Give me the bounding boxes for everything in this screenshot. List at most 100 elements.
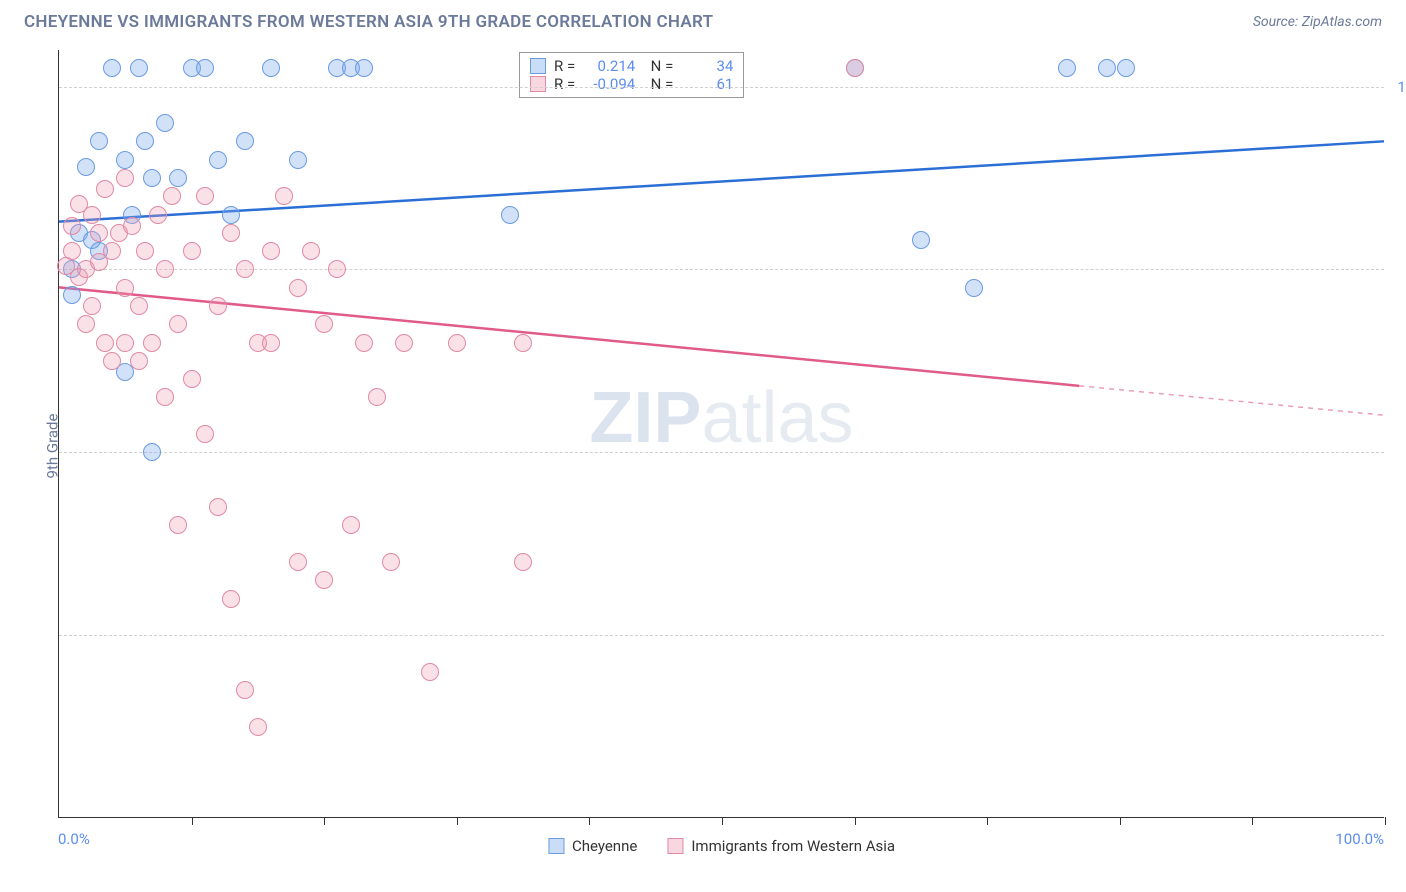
data-point <box>222 206 240 224</box>
n-value: 61 <box>681 75 733 93</box>
data-point <box>1098 59 1116 77</box>
gridline <box>59 269 1384 270</box>
data-point <box>196 59 214 77</box>
data-point <box>183 242 201 260</box>
data-point <box>355 59 373 77</box>
series-name: Cheyenne <box>572 837 637 855</box>
data-point <box>236 132 254 150</box>
series-legend: Cheyenne Immigrants from Western Asia <box>548 837 895 855</box>
data-point <box>355 334 373 352</box>
n-label: N = <box>643 75 673 93</box>
x-tick <box>722 817 723 825</box>
data-point <box>846 59 864 77</box>
gridline <box>59 87 1384 88</box>
data-point <box>382 553 400 571</box>
trend-lines <box>59 50 1384 817</box>
data-point <box>236 681 254 699</box>
data-point <box>83 297 101 315</box>
data-point <box>90 224 108 242</box>
data-point <box>63 217 81 235</box>
data-point <box>368 388 386 406</box>
data-point <box>103 59 121 77</box>
data-point <box>169 315 187 333</box>
r-label: R = <box>554 57 575 75</box>
x-tick <box>1252 817 1253 825</box>
data-point <box>965 279 983 297</box>
data-point <box>116 334 134 352</box>
legend-item: Cheyenne <box>548 837 637 855</box>
data-point <box>169 516 187 534</box>
data-point <box>196 425 214 443</box>
data-point <box>130 59 148 77</box>
data-point <box>514 553 532 571</box>
x-tick <box>1120 817 1121 825</box>
data-point <box>156 114 174 132</box>
data-point <box>136 132 154 150</box>
data-point <box>143 334 161 352</box>
data-point <box>136 242 154 260</box>
data-point <box>249 718 267 736</box>
x-tick <box>324 817 325 825</box>
gridline <box>59 635 1384 636</box>
scatter-chart: ZIPatlas R =0.214 N =34R =-0.094 N =61 C… <box>58 50 1384 818</box>
data-point <box>395 334 413 352</box>
data-point <box>275 187 293 205</box>
data-point <box>143 443 161 461</box>
data-point <box>421 663 439 681</box>
data-point <box>236 260 254 278</box>
y-tick-label: 100.0% <box>1397 78 1406 96</box>
data-point <box>130 297 148 315</box>
data-point <box>315 571 333 589</box>
data-point <box>116 279 134 297</box>
page-title: CHEYENNE VS IMMIGRANTS FROM WESTERN ASIA… <box>24 12 713 32</box>
r-label: R = <box>554 75 575 93</box>
x-tick <box>1385 817 1386 825</box>
data-point <box>96 180 114 198</box>
data-point <box>302 242 320 260</box>
data-point <box>1058 59 1076 77</box>
data-point <box>63 286 81 304</box>
legend-swatch <box>530 58 546 74</box>
data-point <box>912 231 930 249</box>
data-point <box>262 334 280 352</box>
x-tick <box>855 817 856 825</box>
data-point <box>328 260 346 278</box>
data-point <box>156 388 174 406</box>
data-point <box>156 260 174 278</box>
data-point <box>77 315 95 333</box>
data-point <box>209 297 227 315</box>
data-point <box>262 59 280 77</box>
series-name: Immigrants from Western Asia <box>691 837 895 855</box>
x-tick <box>457 817 458 825</box>
legend-item: Immigrants from Western Asia <box>667 837 895 855</box>
source-label: Source: ZipAtlas.com <box>1253 14 1382 30</box>
correlation-legend: R = 0.214 N = 34 R = -0.094 N = 61 <box>519 52 744 98</box>
data-point <box>77 158 95 176</box>
r-value: -0.094 <box>583 75 635 93</box>
legend-swatch <box>667 838 683 854</box>
data-point <box>103 352 121 370</box>
data-point <box>116 151 134 169</box>
data-point <box>130 352 148 370</box>
n-label: N = <box>643 57 673 75</box>
data-point <box>262 242 280 260</box>
data-point <box>222 224 240 242</box>
data-point <box>83 206 101 224</box>
data-point <box>103 242 121 260</box>
data-point <box>209 498 227 516</box>
data-point <box>514 334 532 352</box>
x-axis-min-label: 0.0% <box>58 830 90 848</box>
data-point <box>183 370 201 388</box>
data-point <box>289 279 307 297</box>
x-tick <box>192 817 193 825</box>
r-value: 0.214 <box>583 57 635 75</box>
data-point <box>222 590 240 608</box>
x-axis-max-label: 100.0% <box>1335 830 1384 848</box>
x-tick <box>987 817 988 825</box>
x-tick <box>589 817 590 825</box>
n-value: 34 <box>681 57 733 75</box>
data-point <box>501 206 519 224</box>
data-point <box>143 169 161 187</box>
data-point <box>163 187 181 205</box>
data-point <box>169 169 187 187</box>
